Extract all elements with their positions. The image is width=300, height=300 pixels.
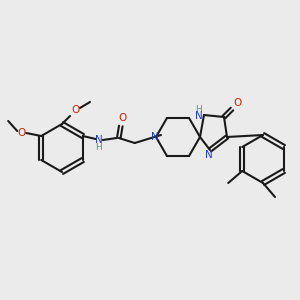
Text: N: N xyxy=(205,150,213,160)
Text: O: O xyxy=(119,113,127,123)
Text: N: N xyxy=(151,132,159,142)
Text: N: N xyxy=(195,111,203,121)
Text: O: O xyxy=(72,105,80,115)
Text: H: H xyxy=(95,142,102,152)
Text: O: O xyxy=(233,98,241,108)
Text: O: O xyxy=(17,128,25,138)
Text: N: N xyxy=(95,135,103,145)
Text: H: H xyxy=(196,106,202,115)
